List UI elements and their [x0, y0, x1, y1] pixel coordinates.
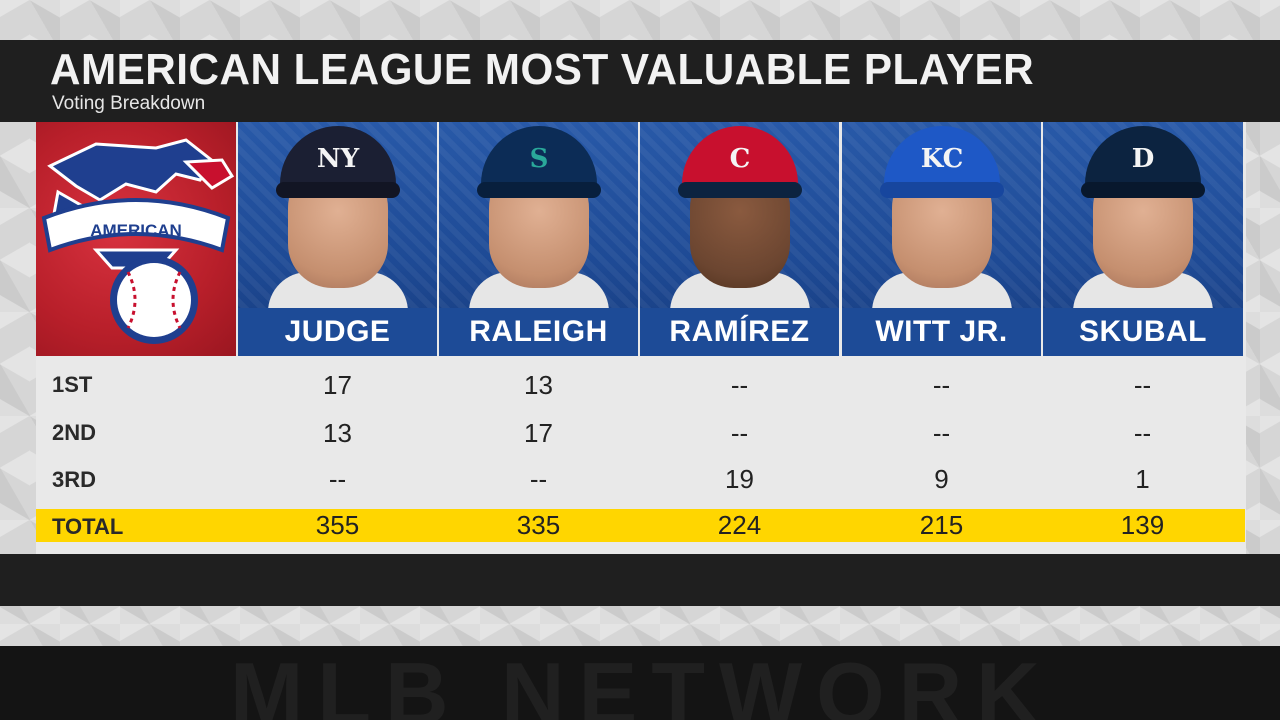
page-title: American League Most Valuable Player	[50, 45, 1035, 94]
player-cap-brim	[477, 182, 601, 198]
player-name: WITT JR.	[842, 308, 1041, 356]
row-label-2nd: 2nd	[52, 420, 97, 445]
player-name: RALEIGH	[439, 308, 638, 356]
lower-band	[0, 554, 1280, 606]
footer-band: MLB NETWORK	[0, 646, 1280, 720]
total-cell: 335	[516, 510, 561, 540]
player-cap-brim	[276, 182, 400, 198]
vote-cell: --	[1133, 370, 1152, 400]
vote-cell: --	[932, 418, 951, 448]
american-league-eagle-logo-icon: AMERICAN	[41, 138, 235, 344]
header-band	[0, 40, 1280, 122]
player-name: RAMÍREZ	[640, 308, 839, 356]
player-card-raleigh: S RALEIGH	[439, 122, 638, 356]
logo-text: AMERICAN	[90, 221, 182, 240]
player-name: JUDGE	[238, 308, 437, 356]
vote-cell: 13	[524, 370, 553, 400]
player-cap-brim	[880, 182, 1004, 198]
vote-cell: --	[529, 464, 548, 494]
mariners-logo-icon: S	[529, 144, 549, 174]
row-label-3rd: 3rd	[52, 467, 97, 492]
player-cap-brim	[678, 182, 802, 198]
vote-cell: 1	[1135, 464, 1150, 494]
guardians-logo-icon: C	[729, 144, 751, 174]
player-card-ramirez: C RAMÍREZ	[640, 122, 839, 356]
vote-cell: --	[1133, 418, 1152, 448]
vote-cell: --	[932, 370, 951, 400]
player-cap-brim	[1081, 182, 1205, 198]
vote-cell: 13	[323, 418, 352, 448]
page-subtitle: Voting Breakdown	[52, 93, 206, 114]
tigers-logo-icon: D	[1131, 144, 1155, 174]
total-cell: 215	[919, 510, 964, 540]
network-watermark: MLB NETWORK	[230, 646, 1054, 720]
royals-logo-icon: KC	[920, 144, 964, 174]
vote-cell: 9	[934, 464, 949, 494]
total-cell: 355	[315, 510, 360, 540]
player-card-witt: KC WITT JR.	[842, 122, 1041, 356]
row-label-1st: 1st	[52, 372, 93, 397]
total-cell: 224	[717, 510, 762, 540]
vote-cell: --	[328, 464, 347, 494]
total-row-highlight	[36, 509, 1245, 542]
yankees-logo-icon: NY	[316, 144, 360, 174]
player-card-skubal: D SKUBAL	[1043, 122, 1243, 356]
vote-cell: --	[730, 418, 749, 448]
vote-cell: --	[730, 370, 749, 400]
total-cell: 139	[1120, 510, 1165, 540]
player-card-judge: NY JUDGE	[238, 122, 437, 356]
row-label-total: Total	[52, 514, 124, 539]
player-name: SKUBAL	[1043, 308, 1243, 356]
vote-cell: 17	[524, 418, 553, 448]
american-league-logo-cell: AMERICAN	[36, 122, 236, 356]
vote-cell: 19	[725, 464, 754, 494]
vote-cell: 17	[323, 370, 352, 400]
